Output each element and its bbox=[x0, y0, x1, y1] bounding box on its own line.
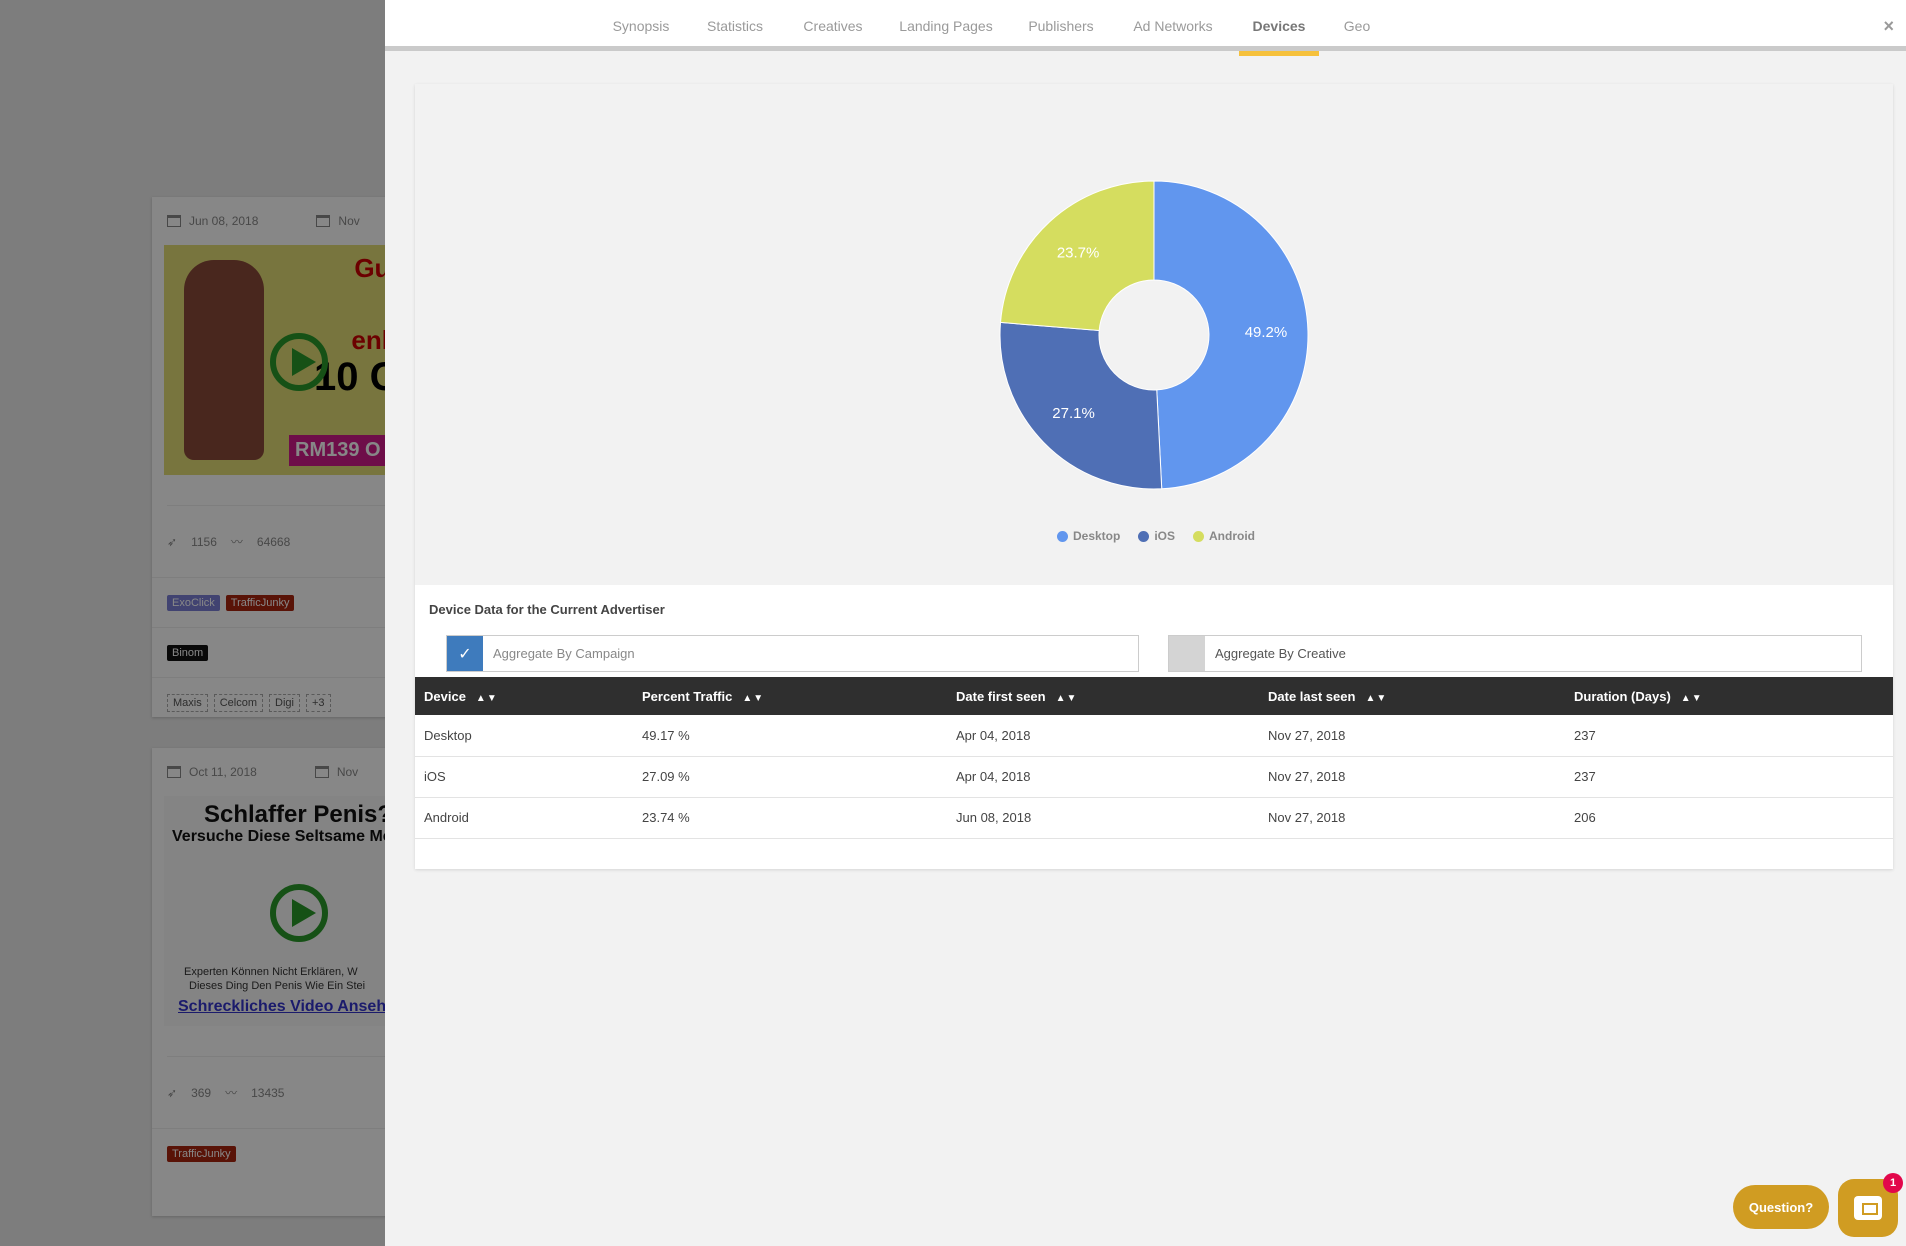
legend-dot bbox=[1138, 530, 1150, 542]
calendar-icon bbox=[167, 766, 181, 778]
chart-legend: Desktop iOS Android bbox=[415, 529, 1893, 543]
chat-icon bbox=[1854, 1196, 1882, 1220]
tab-statistics[interactable]: Statistics bbox=[706, 18, 764, 34]
header-duration[interactable]: Duration (Days) ▲▼ bbox=[1565, 677, 1893, 715]
pie-slice-desktop[interactable] bbox=[1153, 180, 1309, 490]
header-date-first-seen[interactable]: Date first seen ▲▼ bbox=[947, 677, 1259, 715]
close-icon[interactable]: × bbox=[1883, 16, 1894, 36]
device-table: Device ▲▼ Percent Traffic ▲▼ Date first se… bbox=[415, 677, 1893, 839]
more-carriers[interactable]: +3 bbox=[305, 693, 331, 712]
sort-icon: ▲▼ bbox=[475, 692, 498, 704]
network-tag: TrafficJunky bbox=[225, 594, 295, 611]
aggregate-by-creative-checkbox[interactable]: Aggregate By Creative bbox=[1168, 635, 1862, 672]
calendar-icon bbox=[167, 215, 181, 227]
tab-publishers[interactable]: Publishers bbox=[1028, 18, 1094, 34]
pie-slice-ios[interactable] bbox=[999, 321, 1163, 490]
header-percent-traffic[interactable]: Percent Traffic ▲▼ bbox=[633, 677, 947, 715]
tab-geo[interactable]: Geo bbox=[1343, 18, 1371, 34]
sort-icon: ▲▼ bbox=[1365, 692, 1388, 704]
trend-icon: 〰 bbox=[225, 1086, 238, 1100]
check-icon: ✓ bbox=[447, 636, 483, 671]
section-title: Device Data for the Current Advertiser bbox=[429, 602, 665, 617]
rocket-icon: ➶ bbox=[167, 534, 178, 549]
modal-overlay[interactable] bbox=[0, 0, 385, 1246]
aggregate-by-campaign-checkbox[interactable]: ✓ Aggregate By Campaign bbox=[446, 635, 1139, 672]
device-pie-chart: 49.2% 27.1% 23.7% bbox=[999, 180, 1309, 490]
tab-ad-networks[interactable]: Ad Networks bbox=[1133, 18, 1213, 34]
notification-badge: 1 bbox=[1883, 1173, 1903, 1193]
pie-slice-android[interactable] bbox=[999, 180, 1155, 332]
carrier-tag: Digi bbox=[269, 693, 300, 712]
devices-panel: Synopsis Statistics Creatives Landing Pa… bbox=[385, 0, 1906, 1246]
tab-bar: Synopsis Statistics Creatives Landing Pa… bbox=[385, 0, 1906, 56]
devices-card: 49.2% 27.1% 23.7% Desktop iOS Android Devi… bbox=[415, 84, 1893, 869]
pie-label-android: 23.7% bbox=[1057, 245, 1100, 262]
sort-icon: ▲▼ bbox=[742, 692, 765, 704]
legend-dot bbox=[1193, 530, 1204, 542]
pie-label-desktop: 49.2% bbox=[1245, 324, 1288, 341]
rocket-icon: ➶ bbox=[167, 1085, 178, 1100]
tab-creatives[interactable]: Creatives bbox=[803, 18, 863, 34]
table-row: Desktop 49.17 % Apr 04, 2018 Nov 27, 2018 23… bbox=[415, 715, 1893, 757]
sort-icon: ▲▼ bbox=[1680, 692, 1703, 704]
header-device[interactable]: Device ▲▼ bbox=[415, 677, 633, 715]
sort-icon: ▲▼ bbox=[1055, 692, 1078, 704]
play-icon[interactable] bbox=[270, 884, 328, 942]
network-tag: ExoClick bbox=[167, 594, 220, 611]
carrier-tag: Celcom bbox=[213, 693, 264, 712]
creative-card[interactable]: Jun 08, 2018 Nov Guarantpenienlarger 10 C… bbox=[152, 197, 385, 717]
network-tag: TrafficJunky bbox=[167, 1145, 236, 1162]
creative-image[interactable]: Schlaffer Penis? Versuche Diese Seltsame… bbox=[164, 796, 385, 1026]
unchecked-box bbox=[1169, 636, 1205, 671]
header-date-last-seen[interactable]: Date last seen ▲▼ bbox=[1259, 677, 1565, 715]
tab-synopsis[interactable]: Synopsis bbox=[612, 18, 670, 34]
calendar-icon bbox=[316, 215, 331, 227]
tab-landing-pages[interactable]: Landing Pages bbox=[899, 18, 993, 34]
table-row: Android 23.74 % Jun 08, 2018 Nov 27, 2018 20… bbox=[415, 797, 1893, 839]
background-page: Jun 08, 2018 Nov Guarantpenienlarger 10 C… bbox=[0, 0, 385, 1246]
date-last: Nov bbox=[338, 214, 360, 228]
chart-area: 49.2% 27.1% 23.7% Desktop iOS Android bbox=[415, 84, 1893, 585]
legend-item-ios[interactable]: iOS bbox=[1138, 529, 1175, 543]
creative-image[interactable]: Guarantpenienlarger 10 C RM139 O bbox=[164, 245, 385, 475]
tab-devices[interactable]: Devices bbox=[1239, 0, 1319, 56]
carrier-tag: Maxis bbox=[167, 693, 208, 712]
date-first: Jun 08, 2018 bbox=[189, 214, 259, 228]
legend-dot bbox=[1056, 530, 1068, 542]
question-button[interactable]: Question? bbox=[1733, 1185, 1829, 1229]
play-icon[interactable] bbox=[270, 333, 328, 391]
legend-item-android[interactable]: Android bbox=[1193, 529, 1255, 543]
table-row: iOS 27.09 % Apr 04, 2018 Nov 27, 2018 237 bbox=[415, 756, 1893, 798]
trend-icon: 〰 bbox=[230, 535, 243, 549]
pie-label-ios: 27.1% bbox=[1052, 405, 1095, 422]
calendar-icon bbox=[314, 766, 329, 778]
device-data-section: Device Data for the Current Advertiser ✓… bbox=[415, 585, 1893, 869]
creative-card[interactable]: Oct 11, 2018 Nov Schlaffer Penis? Versuch… bbox=[152, 748, 385, 1216]
tracker-tag: Binom bbox=[167, 644, 209, 661]
legend-item-desktop[interactable]: Desktop bbox=[1056, 529, 1120, 543]
